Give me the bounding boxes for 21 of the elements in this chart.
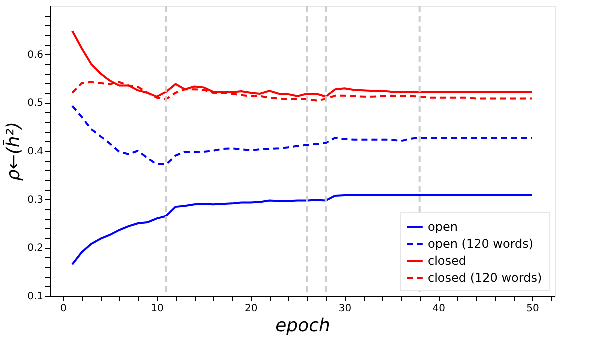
legend-label: open (120 words): [428, 237, 534, 251]
y-tick-label: 0.6: [28, 50, 44, 61]
x-tick-label: 30: [338, 304, 352, 314]
line-series: [72, 30, 534, 98]
x-axis-title: epoch: [276, 316, 330, 336]
x-tick-label: 10: [151, 304, 164, 314]
y-axis-title: ρ←(h̄²): [2, 122, 25, 182]
y-tick-label: 0.4: [28, 146, 44, 158]
x-tick-label: 40: [432, 304, 446, 314]
x-tick-label: 0: [60, 304, 67, 314]
y-tick-label: 0.5: [28, 98, 44, 110]
legend-label: open: [428, 220, 458, 234]
y-tick-label: 0.2: [28, 243, 44, 254]
legend-label: closed: [428, 254, 467, 268]
y-tick-label: 0.3: [28, 194, 44, 206]
x-tick-label: 50: [526, 304, 540, 314]
line-series: [72, 194, 534, 266]
y-tick-label: 0.1: [28, 292, 44, 302]
legend-label: closed (120 words): [428, 271, 542, 285]
line-series: [72, 105, 534, 166]
x-tick-label: 20: [245, 304, 258, 314]
